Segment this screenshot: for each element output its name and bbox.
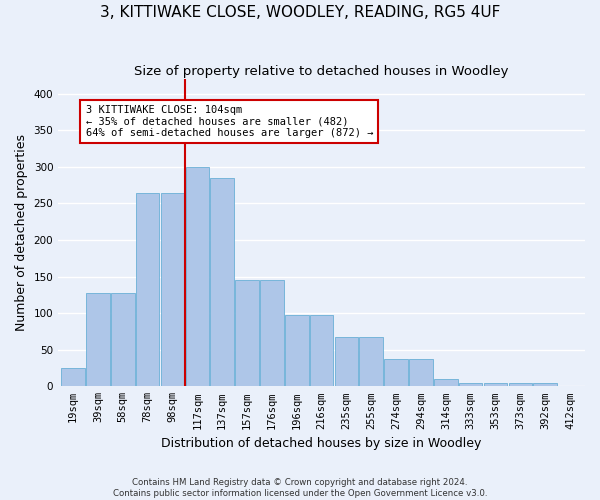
- Bar: [385, 358, 408, 386]
- Bar: [86, 292, 110, 386]
- Bar: [211, 178, 234, 386]
- Text: 3, KITTIWAKE CLOSE, WOODLEY, READING, RG5 4UF: 3, KITTIWAKE CLOSE, WOODLEY, READING, RG…: [100, 5, 500, 20]
- Bar: [509, 384, 532, 386]
- Text: Contains HM Land Registry data © Crown copyright and database right 2024.
Contai: Contains HM Land Registry data © Crown c…: [113, 478, 487, 498]
- Bar: [260, 280, 284, 386]
- Bar: [111, 292, 134, 386]
- Text: 3 KITTIWAKE CLOSE: 104sqm
← 35% of detached houses are smaller (482)
64% of semi: 3 KITTIWAKE CLOSE: 104sqm ← 35% of detac…: [86, 105, 373, 138]
- Bar: [533, 382, 557, 386]
- Bar: [484, 384, 508, 386]
- Y-axis label: Number of detached properties: Number of detached properties: [15, 134, 28, 331]
- Bar: [61, 368, 85, 386]
- Bar: [459, 384, 482, 386]
- Bar: [235, 280, 259, 386]
- Bar: [136, 192, 160, 386]
- Bar: [185, 167, 209, 386]
- Bar: [161, 192, 184, 386]
- Bar: [285, 314, 308, 386]
- Bar: [434, 379, 458, 386]
- Bar: [359, 338, 383, 386]
- Title: Size of property relative to detached houses in Woodley: Size of property relative to detached ho…: [134, 65, 509, 78]
- Bar: [310, 314, 334, 386]
- Bar: [335, 338, 358, 386]
- X-axis label: Distribution of detached houses by size in Woodley: Distribution of detached houses by size …: [161, 437, 482, 450]
- Bar: [409, 358, 433, 386]
